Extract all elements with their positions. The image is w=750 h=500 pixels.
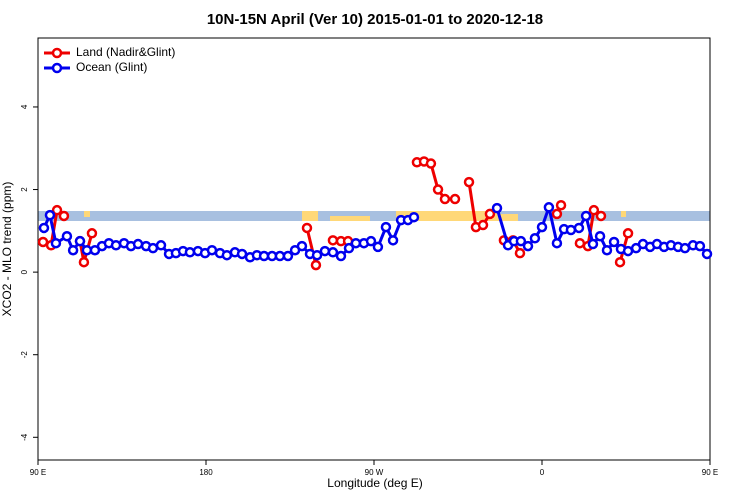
data-point [565, 224, 577, 236]
data-point [588, 204, 600, 216]
data-point [327, 247, 339, 258]
data-point [310, 259, 322, 271]
data-point [449, 193, 461, 205]
map-band [38, 211, 710, 221]
data-point [155, 240, 167, 251]
y-tick-label: -4 [20, 433, 29, 441]
data-point [61, 230, 73, 242]
data-point [484, 208, 496, 220]
data-point [614, 256, 626, 268]
legend-label: Ocean (Glint) [76, 60, 147, 74]
data-point [132, 238, 144, 250]
data-point [327, 235, 339, 246]
data-point [622, 228, 634, 239]
data-point [551, 237, 563, 249]
data-point [522, 240, 534, 252]
land-patch [330, 216, 370, 221]
data-point [282, 250, 294, 262]
land-patch [621, 211, 626, 217]
data-point [372, 241, 384, 253]
data-point [514, 247, 526, 259]
data-point [694, 240, 706, 252]
data-point [38, 222, 50, 234]
data-point [555, 199, 567, 211]
data-point [110, 240, 122, 251]
land-patch [302, 211, 318, 221]
legend-marker [51, 47, 63, 59]
data-point [335, 250, 347, 262]
x-axis-label: Longitude (deg E) [327, 476, 422, 490]
data-point [236, 248, 248, 260]
x-tick-label: 90 E [30, 468, 46, 477]
data-point [365, 235, 377, 247]
data-point [594, 230, 606, 242]
data-point [536, 221, 548, 233]
legend-marker [51, 62, 63, 74]
y-tick-label: -2 [20, 351, 29, 359]
y-axis-label: XCO2 - MLO trend (ppm) [0, 182, 14, 317]
data-point [515, 235, 527, 247]
data-point [301, 222, 313, 234]
land-patch [396, 211, 500, 221]
ocean-band [38, 211, 710, 221]
data-point [67, 244, 79, 256]
data-point [37, 236, 49, 248]
chart-title: 10N-15N April (Ver 10) 2015-01-01 to 202… [207, 11, 543, 28]
data-point [343, 242, 355, 254]
data-point [387, 235, 399, 246]
x-tick-label: 0 [540, 468, 545, 477]
data-point [529, 233, 541, 244]
x-tick-label: 90 E [702, 468, 718, 477]
y-tick-label: 4 [20, 104, 29, 109]
data-point [51, 204, 63, 216]
data-point [543, 202, 555, 213]
data-point [463, 176, 475, 188]
data-point [78, 256, 90, 268]
data-point [44, 209, 56, 221]
data-point [601, 244, 613, 256]
data-point [573, 222, 585, 234]
legend-label: Land (Nadir&Glint) [76, 45, 175, 59]
series [38, 201, 713, 263]
data-point [74, 235, 86, 247]
x-tick-label: 90 W [365, 468, 384, 477]
land-patch [500, 214, 518, 221]
x-tick-label: 180 [199, 468, 213, 477]
data-point [311, 249, 323, 261]
data-point [608, 236, 620, 248]
data-point [408, 211, 420, 223]
data-point [580, 210, 592, 222]
data-point [86, 228, 98, 239]
legend: Land (Nadir&Glint)Ocean (Glint) [44, 45, 175, 74]
data-point [477, 219, 489, 231]
data-point [319, 245, 331, 257]
data-point [296, 240, 308, 252]
y-tick-label: 0 [20, 269, 29, 274]
data-point [380, 221, 392, 233]
data-point [58, 210, 70, 222]
data-point [587, 238, 599, 250]
land-patch [84, 211, 90, 217]
data-point [50, 237, 62, 249]
data-point [432, 184, 444, 195]
data-point [184, 247, 196, 258]
data-point [595, 210, 607, 222]
data-point [551, 208, 563, 220]
y-tick-label: 2 [20, 187, 29, 192]
data-point [701, 248, 713, 260]
data-point [425, 158, 437, 169]
data-point [439, 193, 451, 205]
data-point [491, 202, 503, 214]
